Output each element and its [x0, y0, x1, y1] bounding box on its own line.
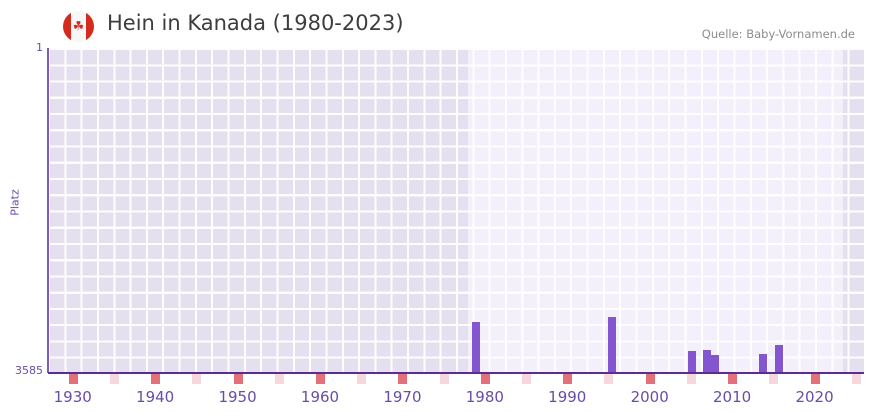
x-tick-mark-1990	[563, 374, 573, 384]
bar-2010[interactable]	[703, 350, 711, 373]
x-tick-mark-2020	[810, 374, 820, 384]
x-tick-mark-1985	[522, 374, 532, 384]
x-axis-tick-strip	[48, 374, 864, 384]
x-tick-mark-1955	[274, 374, 284, 384]
maple-leaf-icon: ☘	[72, 19, 85, 34]
x-tick-mark-2010	[728, 374, 738, 384]
x-axis-tick-label-1930: 1930	[53, 388, 92, 406]
band-before-data-range	[48, 48, 469, 373]
x-axis-tick-label-1940: 1940	[136, 388, 175, 406]
band-after-data-range	[843, 48, 864, 373]
x-tick-mark-1980	[480, 374, 490, 384]
x-tick-mark-1995	[604, 374, 614, 384]
x-axis-tick-label-1980: 1980	[465, 388, 504, 406]
x-tick-mark-2025	[851, 374, 861, 384]
x-tick-mark-2000	[645, 374, 655, 384]
x-tick-mark-1950	[233, 374, 243, 384]
source-attribution: Quelle: Baby-Vornamen.de	[701, 27, 855, 41]
x-tick-mark-1930	[68, 374, 78, 384]
y-axis-tick-top: 1	[36, 41, 43, 54]
x-axis-tick-label-2020: 2020	[795, 388, 834, 406]
y-axis-tick-bottom: 3585	[15, 364, 43, 377]
bar-1980[interactable]	[472, 322, 480, 373]
x-axis-tick-label-2010: 2010	[713, 388, 752, 406]
x-axis-tick-label-2000: 2000	[630, 388, 669, 406]
x-tick-mark-2015	[769, 374, 779, 384]
x-tick-mark-1975	[439, 374, 449, 384]
x-axis-tick-label-1960: 1960	[300, 388, 340, 406]
flag-left-band	[63, 11, 71, 42]
x-tick-mark-1965	[357, 374, 367, 384]
x-tick-mark-1945	[192, 374, 202, 384]
x-tick-mark-1970	[398, 374, 408, 384]
chart-header: ☘ Hein in Kanada (1980-2023) Quelle: Bab…	[0, 0, 873, 46]
x-tick-mark-1935	[109, 374, 119, 384]
bar-2011[interactable]	[711, 355, 719, 373]
x-tick-mark-2005	[686, 374, 696, 384]
y-axis-title: Platz	[8, 189, 22, 216]
plot-area	[48, 48, 864, 373]
x-axis-line	[48, 372, 864, 374]
x-axis-tick-label-1970: 1970	[383, 388, 422, 406]
x-tick-mark-1960	[316, 374, 325, 384]
x-axis-tick-label-1950: 1950	[218, 388, 257, 406]
y-axis-line	[47, 48, 49, 373]
page-title: Hein in Kanada (1980-2023)	[107, 11, 404, 35]
bar-2008[interactable]	[688, 351, 696, 373]
canada-flag-icon: ☘	[63, 11, 94, 42]
flag-right-band	[86, 11, 94, 42]
x-tick-mark-1940	[151, 374, 161, 384]
bar-1998[interactable]	[608, 317, 616, 373]
x-axis-tick-label-1990: 1990	[548, 388, 587, 406]
bar-2017[interactable]	[759, 354, 767, 373]
flag-center-band	[71, 11, 86, 42]
bar-2019[interactable]	[775, 345, 783, 373]
